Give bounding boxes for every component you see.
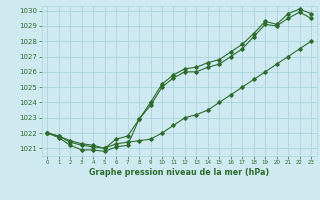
X-axis label: Graphe pression niveau de la mer (hPa): Graphe pression niveau de la mer (hPa) bbox=[89, 168, 269, 177]
